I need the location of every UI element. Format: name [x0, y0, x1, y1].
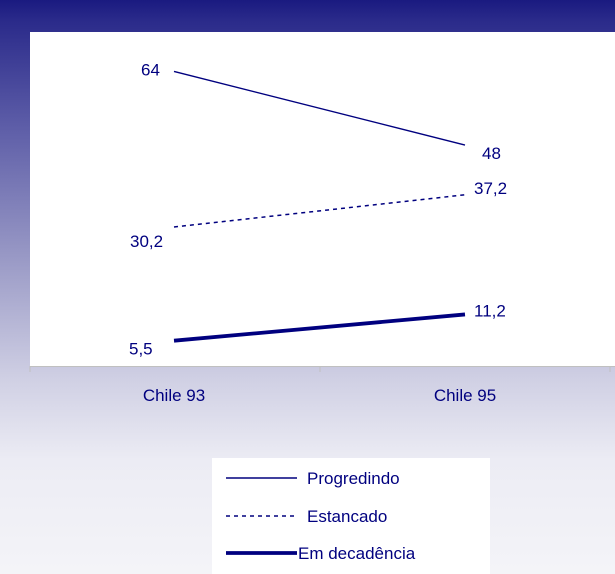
data-label-em-decad-ncia: 11,2 [474, 301, 506, 320]
x-axis [29, 366, 615, 372]
x-tick-labels: Chile 93 Chile 95 [143, 386, 496, 405]
legend-entries: Progredindo Estancado Em decadência [226, 469, 416, 563]
plot-area [30, 32, 615, 366]
series-line-estancado [173, 194, 466, 228]
legend-label-progredindo: Progredindo [307, 469, 400, 488]
series-line-em-decad-ncia [173, 312, 466, 343]
data-label-progredindo: 48 [482, 144, 501, 163]
x-tick-label: Chile 93 [143, 386, 205, 405]
data-labels: 64 48 30,2 37,2 5,5 11,2 [129, 60, 507, 358]
data-label-em-decad-ncia: 5,5 [129, 340, 153, 359]
data-label-estancado: 30,2 [130, 232, 163, 251]
x-tick-label: Chile 95 [434, 386, 496, 405]
data-label-estancado: 37,2 [474, 179, 507, 198]
legend-label-em-decad-ncia: Em decadência [298, 544, 416, 563]
data-label-progredindo: 64 [141, 60, 160, 79]
legend-label-estancado: Estancado [307, 507, 387, 526]
series-lines [173, 70, 466, 343]
series-line-progredindo [173, 70, 466, 146]
